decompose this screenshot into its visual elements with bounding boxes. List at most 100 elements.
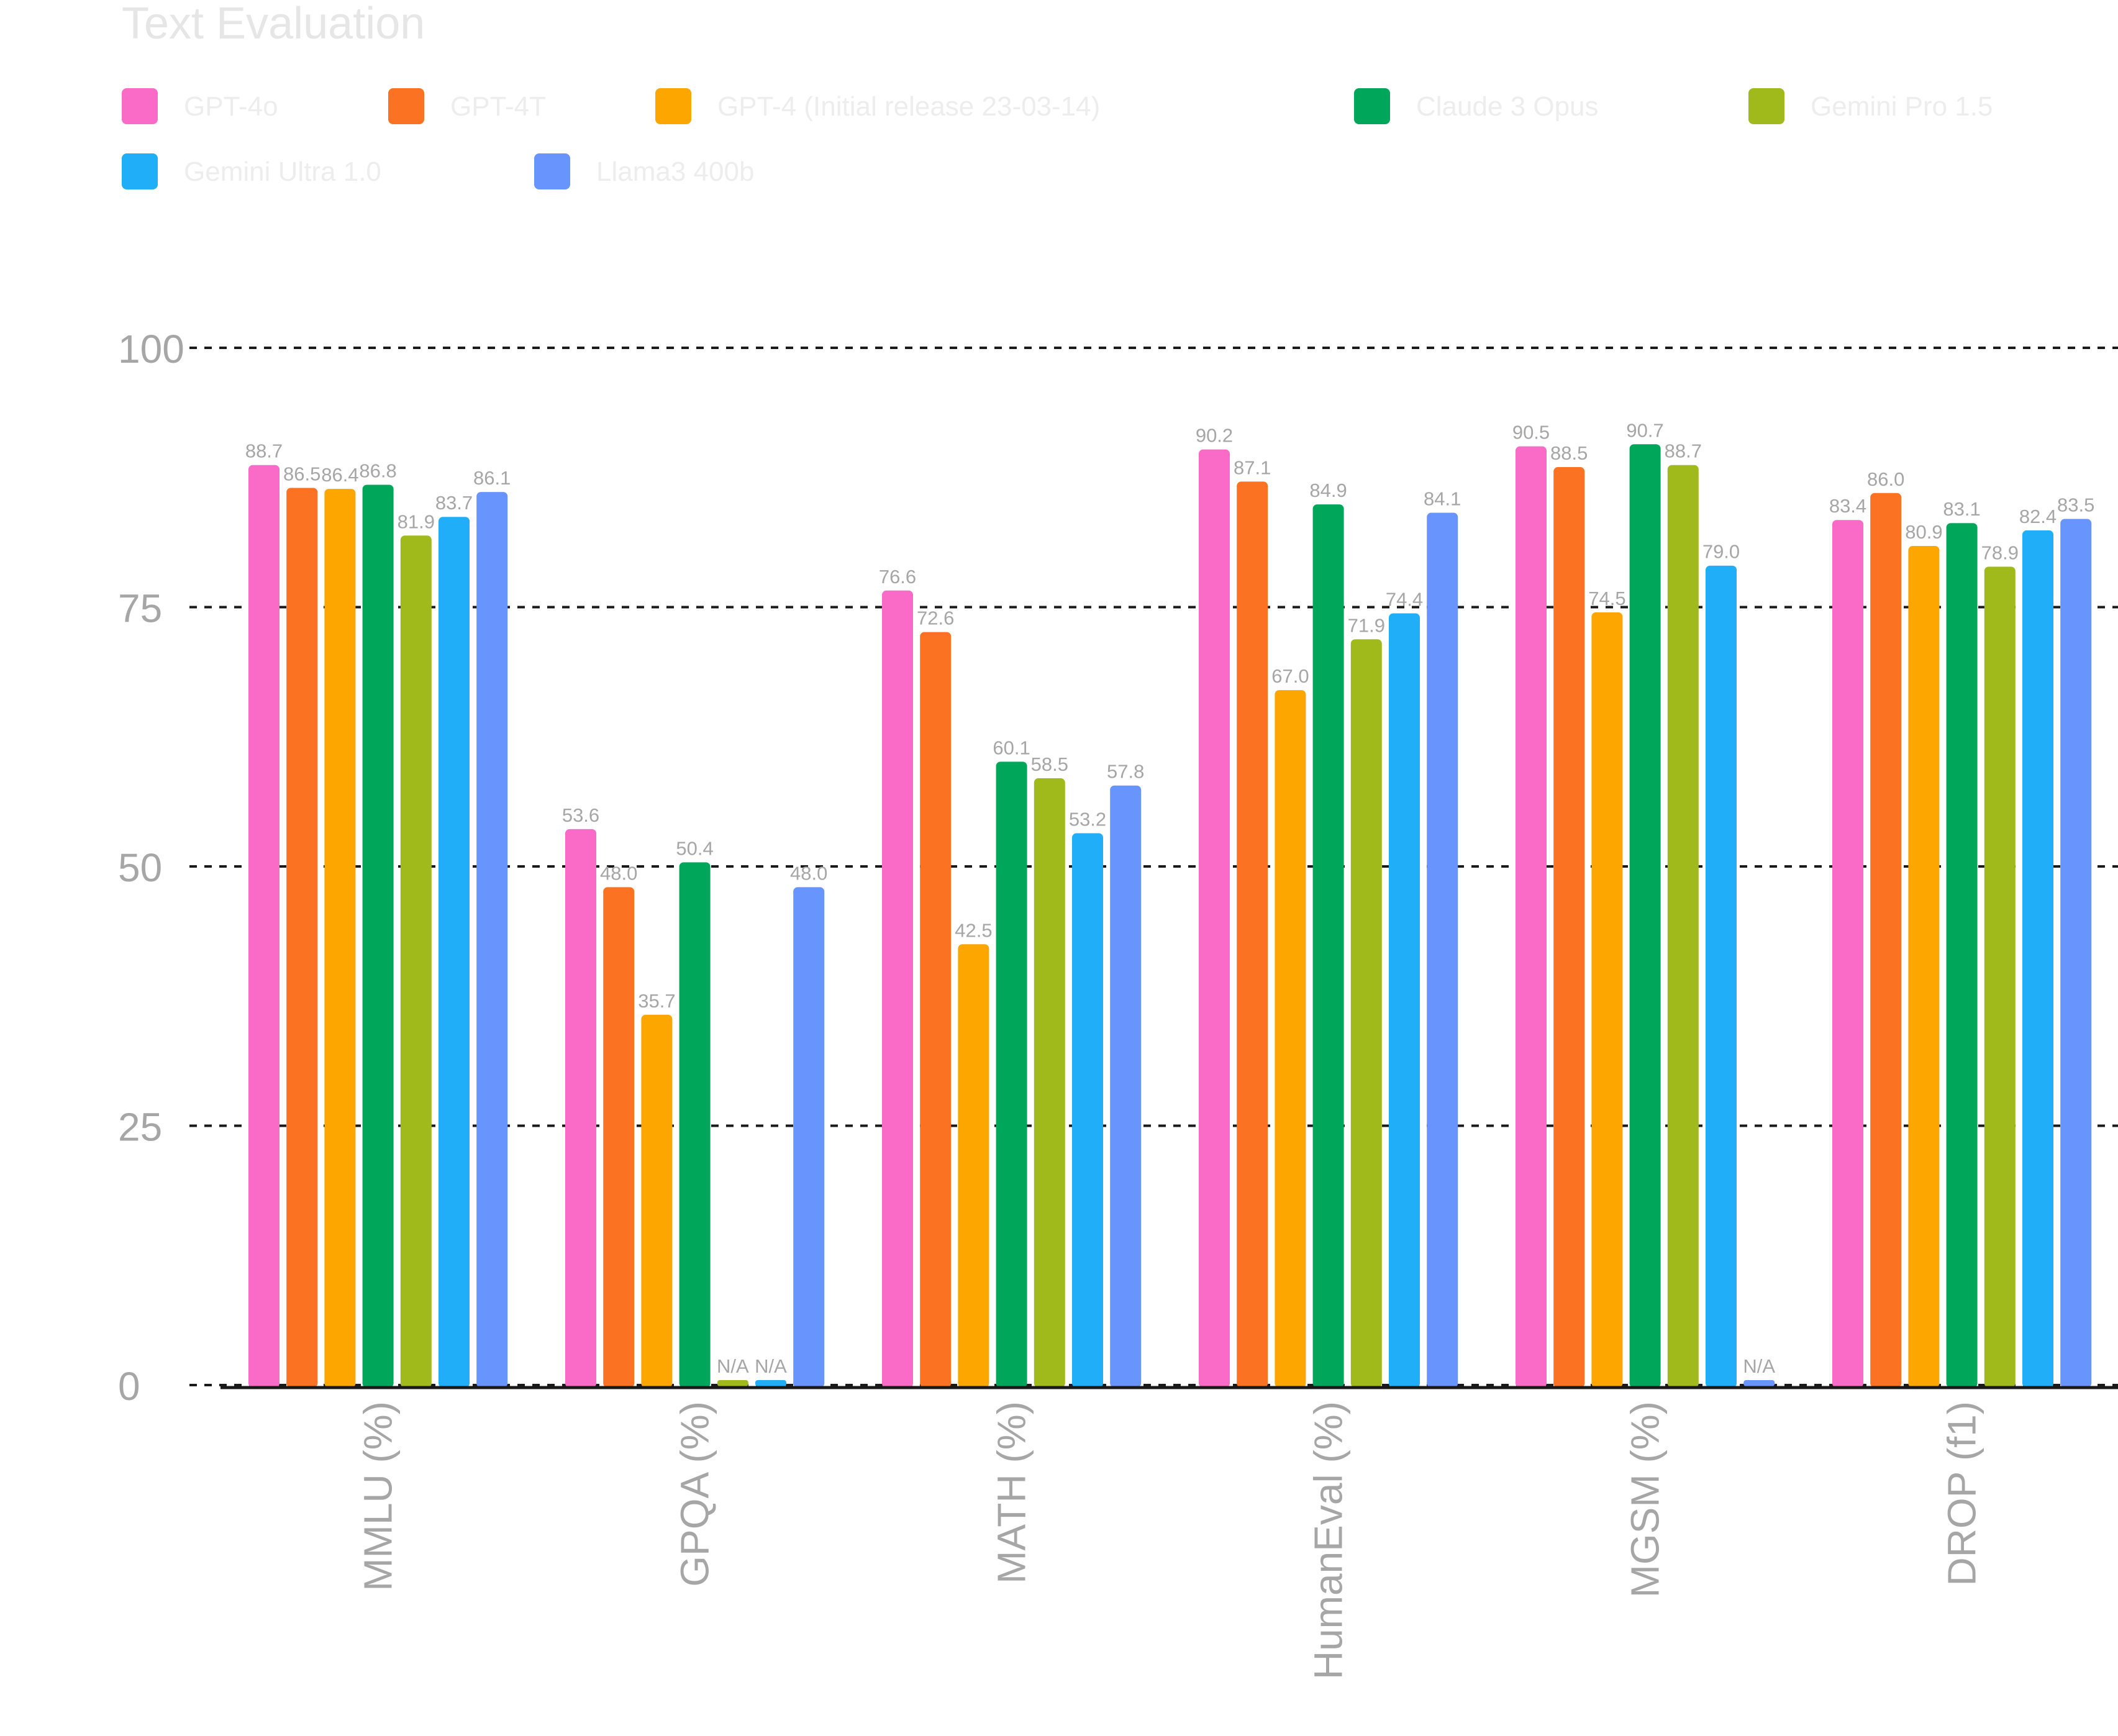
- data-label: N/A: [717, 1355, 749, 1377]
- y-tick-label: 75: [118, 586, 162, 631]
- bar-5-2: [717, 1380, 748, 1386]
- bar-2-1: [286, 488, 318, 1388]
- x-tick-label: GPQA (%): [673, 1401, 717, 1587]
- x-tick-label: HumanEval (%): [1306, 1401, 1351, 1679]
- data-label: 90.7: [1626, 419, 1663, 441]
- data-label: 53.6: [562, 804, 599, 826]
- data-label: 35.7: [638, 990, 675, 1012]
- data-label: 90.2: [1196, 425, 1233, 447]
- data-label: 88.7: [245, 440, 283, 462]
- bar-6-3: [1072, 833, 1103, 1388]
- bar-7-5: [1743, 1380, 1775, 1386]
- data-label: 86.5: [283, 463, 320, 484]
- bar-3-5: [1591, 612, 1623, 1388]
- data-label: 71.9: [1348, 614, 1385, 636]
- legend-label: GPT-4 (Initial release 23-03-14): [717, 91, 1100, 122]
- y-tick-label: 100: [118, 327, 184, 371]
- data-label: 90.5: [1512, 422, 1550, 443]
- bar-5-6: [1984, 566, 2016, 1388]
- data-label: 78.9: [1981, 542, 2019, 563]
- data-label: 57.8: [1107, 761, 1144, 783]
- bar-1-6: [1832, 520, 1863, 1388]
- data-labels: 88.786.5 86.4 86.881.983.786.153.648.035.7…: [245, 419, 2095, 1377]
- legend-label: GPT-4o: [184, 91, 278, 122]
- legend-swatch: [1748, 88, 1784, 124]
- bars: [248, 444, 2092, 1388]
- bar-6-6: [2022, 530, 2053, 1388]
- y-axis: 0 25 50 75 100: [118, 327, 184, 1409]
- legend-swatch: [655, 88, 691, 124]
- data-label: 81.9: [398, 511, 435, 532]
- bar-3-1: [324, 489, 356, 1388]
- y-tick-label: 25: [118, 1105, 162, 1150]
- x-axis: MMLU (%) GPQA (%) MATH (%) HumanEval (%) MGS…: [220, 1386, 2118, 1679]
- bar-7-2: [793, 887, 825, 1388]
- legend-swatch: [1354, 88, 1390, 124]
- data-label: 82.4: [2019, 506, 2057, 527]
- data-label: 86.1: [473, 467, 511, 489]
- bar-6-5: [1706, 565, 1737, 1388]
- data-label: 84.9: [1309, 479, 1347, 501]
- chart-title: Text Evaluation: [122, 0, 425, 48]
- data-label: N/A: [755, 1355, 787, 1377]
- bar-5-4: [1350, 639, 1382, 1388]
- bar-4-3: [996, 761, 1027, 1388]
- legend-label: Claude 3 Opus: [1416, 91, 1599, 122]
- data-label: 84.1: [1424, 488, 1461, 510]
- bar-5-1: [400, 535, 432, 1388]
- data-label: 87.1: [1234, 457, 1271, 478]
- bar-6-1: [439, 517, 470, 1388]
- legend-swatch: [534, 153, 570, 189]
- data-label: 86.0: [1867, 468, 1904, 490]
- data-label: 58.5: [1031, 753, 1068, 775]
- data-label: N/A: [1743, 1355, 1775, 1377]
- data-label: 83.4: [1829, 495, 1866, 517]
- bar-7-6: [2060, 519, 2092, 1388]
- data-label: 74.4: [1386, 589, 1423, 611]
- legend-label: GPT-4T: [450, 91, 546, 122]
- data-label: 88.5: [1550, 442, 1588, 464]
- bar-2-2: [603, 887, 635, 1388]
- data-label: 79.0: [1702, 541, 1740, 563]
- bar-2-5: [1553, 467, 1585, 1388]
- data-label: 80.9: [1905, 521, 1942, 543]
- bar-4-2: [679, 862, 711, 1388]
- bar-7-1: [476, 492, 508, 1388]
- x-tick-label: MATH (%): [989, 1401, 1034, 1584]
- data-label: 74.5: [1588, 588, 1625, 609]
- data-label: 48.0: [600, 862, 637, 884]
- bar-2-4: [1237, 481, 1268, 1388]
- bar-6-4: [1389, 613, 1420, 1388]
- legend-label: Llama3 400b: [596, 157, 754, 187]
- x-tick-label: MGSM (%): [1623, 1401, 1668, 1597]
- bar-4-5: [1629, 444, 1661, 1388]
- bar-3-2: [641, 1014, 673, 1388]
- bar-3-4: [1275, 690, 1306, 1388]
- data-label: 42.5: [955, 919, 992, 941]
- bar-5-3: [1034, 778, 1065, 1388]
- data-label: 72.6: [917, 607, 954, 629]
- data-label: 60.1: [993, 737, 1030, 758]
- y-tick-label: 0: [118, 1364, 140, 1409]
- bar-1-4: [1199, 449, 1230, 1388]
- bar-1-3: [882, 590, 913, 1388]
- legend-swatch: [122, 153, 158, 189]
- data-label: 76.6: [879, 566, 916, 588]
- bar-7-3: [1110, 785, 1142, 1388]
- data-label: 88.7: [1665, 440, 1702, 462]
- bar-6-2: [755, 1380, 786, 1386]
- data-label: 83.1: [1943, 498, 1980, 520]
- data-label: 53.2: [1069, 809, 1106, 830]
- x-tick-label: MMLU (%): [356, 1401, 401, 1591]
- y-tick-label: 50: [118, 845, 162, 890]
- x-tick-label: DROP (f1): [1940, 1401, 1984, 1586]
- bar-2-3: [920, 632, 952, 1388]
- data-label: 50.4: [676, 837, 713, 859]
- bar-3-3: [958, 944, 989, 1388]
- bar-5-5: [1667, 465, 1699, 1388]
- legend-label: Gemini Pro 1.5: [1811, 91, 1993, 122]
- bar-1-5: [1516, 446, 1547, 1388]
- bar-2-6: [1870, 493, 1902, 1388]
- bar-1-2: [565, 829, 596, 1388]
- data-label: 86.4: [321, 464, 358, 486]
